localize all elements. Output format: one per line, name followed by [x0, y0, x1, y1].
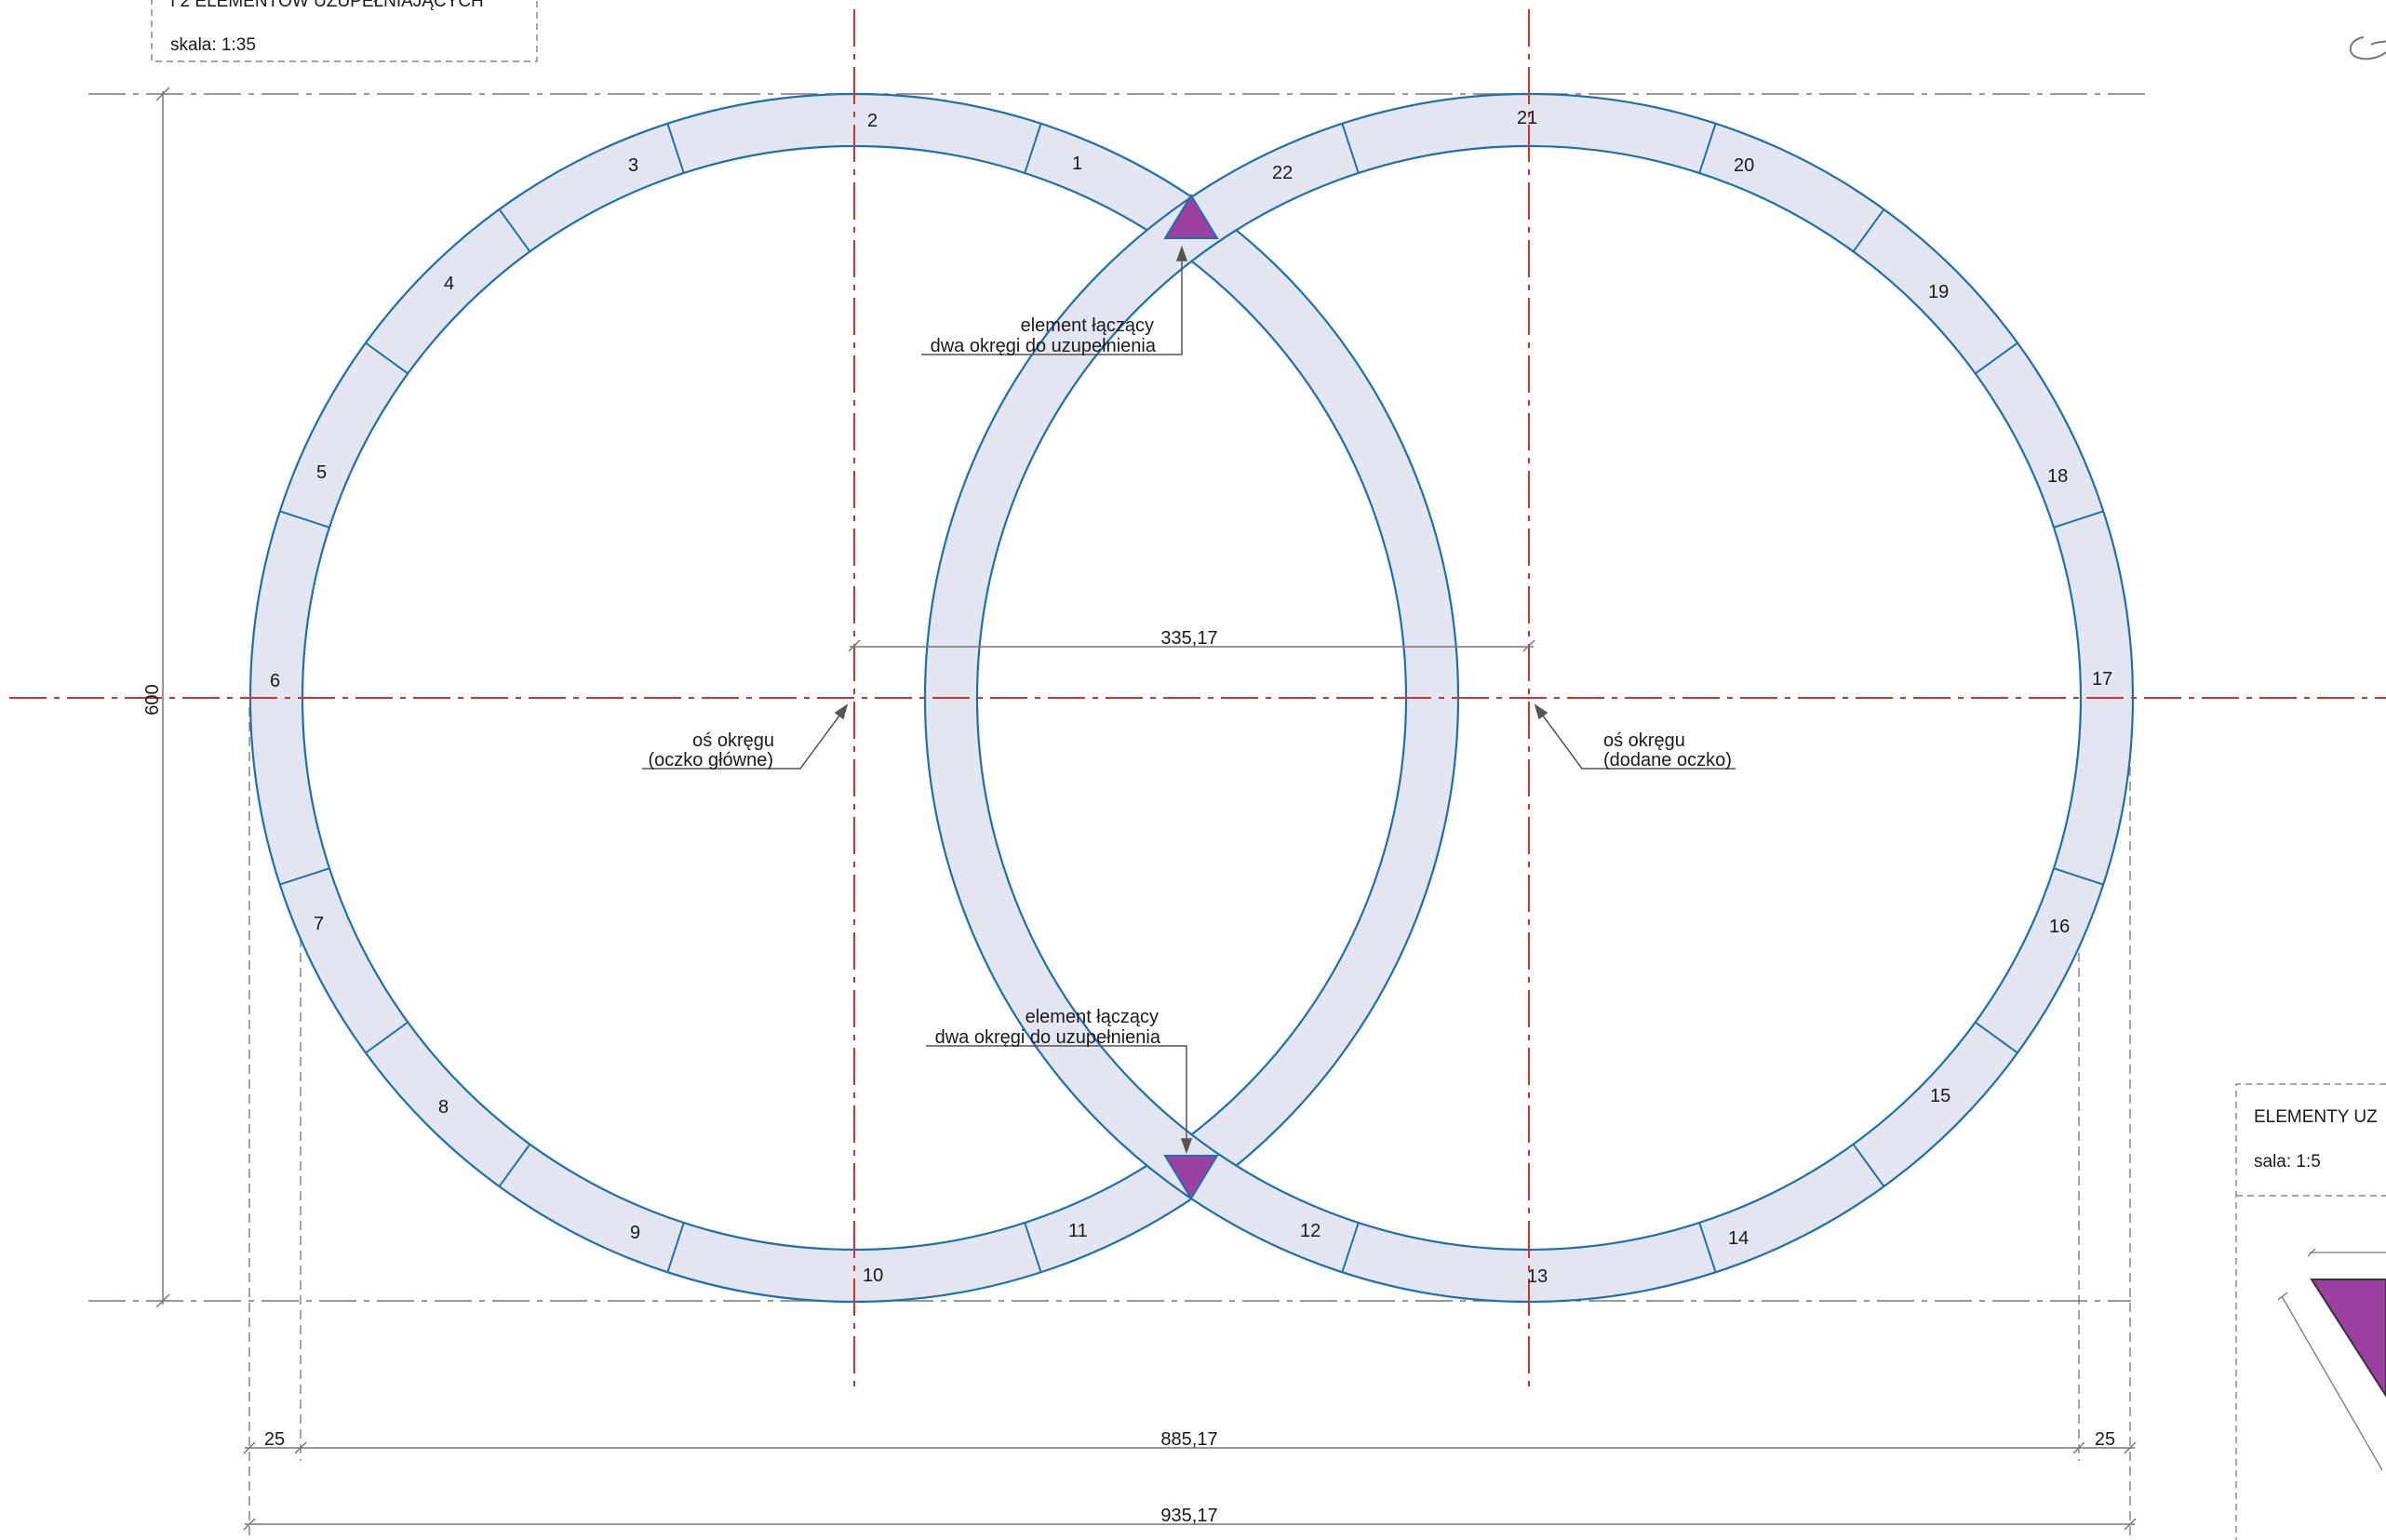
segment-divider	[279, 867, 330, 886]
segment-divider	[498, 1144, 531, 1187]
segment-divider	[365, 341, 409, 375]
segment-divider	[1975, 1021, 2018, 1054]
dim-height: 600	[142, 684, 163, 715]
segment-divider	[1341, 1222, 1360, 1273]
segment-number: 21	[1517, 108, 1537, 128]
connector-top-line1: element łączący	[1021, 315, 1154, 336]
connector-bottom-line2: dwa okręgi do uzupełnienia	[935, 1027, 1161, 1048]
axis-left-line1: oś okręgu	[692, 730, 774, 751]
connector-bottom-line1: element łączący	[1025, 1007, 1159, 1027]
segment-divider	[1341, 123, 1360, 174]
segment-number: 14	[1728, 1228, 1749, 1249]
segment-divider	[1852, 1144, 1885, 1187]
segment-divider	[1024, 1222, 1042, 1273]
detail-connector	[2310, 1279, 2386, 1398]
axis-right-line1: oś okręgu	[1603, 730, 1685, 751]
segment-divider	[279, 510, 330, 529]
segment-number: 18	[2047, 466, 2068, 487]
segment-numbers: 1 2 3 4 5 6 7 8 9 10 11 12 13 14 15 16 1…	[270, 108, 2112, 1287]
segment-number: 19	[1928, 282, 1949, 302]
segment-number: 12	[1300, 1221, 1320, 1241]
segment-divider	[2053, 867, 2104, 886]
segment-divider	[365, 1021, 409, 1054]
segment-divider	[2053, 510, 2104, 529]
annotations	[642, 245, 1736, 1155]
connector-top	[1163, 194, 1219, 239]
ring-added	[923, 92, 2135, 1304]
segment-number: 17	[2092, 669, 2112, 690]
segment-number: 3	[628, 155, 638, 176]
segment-number: 8	[438, 1097, 449, 1118]
segment-number: 15	[1930, 1086, 1950, 1106]
segment-divider	[666, 1222, 685, 1273]
segment-number: 7	[314, 914, 324, 934]
segment-number: 22	[1272, 163, 1293, 183]
connector-top-line2: dwa okręgi do uzupełnienia	[931, 336, 1157, 356]
segment-number: 4	[444, 274, 454, 294]
connector-elements	[1163, 194, 1219, 1200]
dim-ring-left: 25	[264, 1429, 285, 1450]
header-box: I 2 ELEMENTÓW UZUPEŁNIAJĄCYCH skala: 1:3…	[151, 0, 538, 62]
annotation-texts: element łączący dwa okręgi do uzupełnien…	[648, 315, 1731, 1048]
segment-number: 20	[1734, 155, 1754, 176]
segment-number: 6	[270, 671, 280, 691]
detail-title: ELEMENTY UZ	[2254, 1107, 2378, 1127]
segment-divider	[1852, 208, 1885, 252]
segment-number: 13	[1527, 1266, 1548, 1287]
dimension-texts: 600 335,17 25 885,17 25 935,17	[142, 628, 2115, 1526]
segment-number: 5	[316, 462, 327, 483]
dim-center-distance: 335,17	[1160, 628, 1217, 649]
logo-mark-fragment	[2349, 36, 2386, 60]
segment-divider	[1698, 123, 1717, 174]
dim-ring-right: 25	[2095, 1429, 2115, 1450]
detail-box: ELEMENTY UZ sala: 1:5	[2235, 1083, 2386, 1540]
header-scale: skala: 1:35	[170, 35, 256, 55]
axis-right-line2: (dodane oczko)	[1603, 750, 1732, 770]
connector-bottom	[1163, 1155, 1219, 1200]
header-title: I 2 ELEMENTÓW UZUPEŁNIAJĄCYCH	[170, 0, 484, 11]
dim-total-width: 935,17	[1160, 1506, 1217, 1526]
dim-inner-span: 885,17	[1160, 1429, 1217, 1450]
segment-number: 11	[1068, 1221, 1088, 1241]
segment-number: 16	[2049, 917, 2070, 937]
segment-number: 9	[630, 1223, 640, 1243]
dimension-lines	[155, 87, 2137, 1531]
segment-divider	[498, 208, 531, 252]
segment-divider	[666, 123, 685, 174]
segment-divider	[1975, 341, 2018, 375]
segment-number: 10	[863, 1265, 883, 1286]
segment-divider	[1698, 1222, 1717, 1273]
axis-left-line2: (oczko główne)	[648, 750, 773, 770]
axes	[9, 9, 2386, 1386]
extension-lines	[88, 93, 2145, 1302]
segment-number: 2	[867, 111, 878, 131]
detail-scale: sala: 1:5	[2254, 1152, 2321, 1172]
segment-divider	[1024, 123, 1042, 174]
segment-number: 1	[1072, 154, 1082, 174]
